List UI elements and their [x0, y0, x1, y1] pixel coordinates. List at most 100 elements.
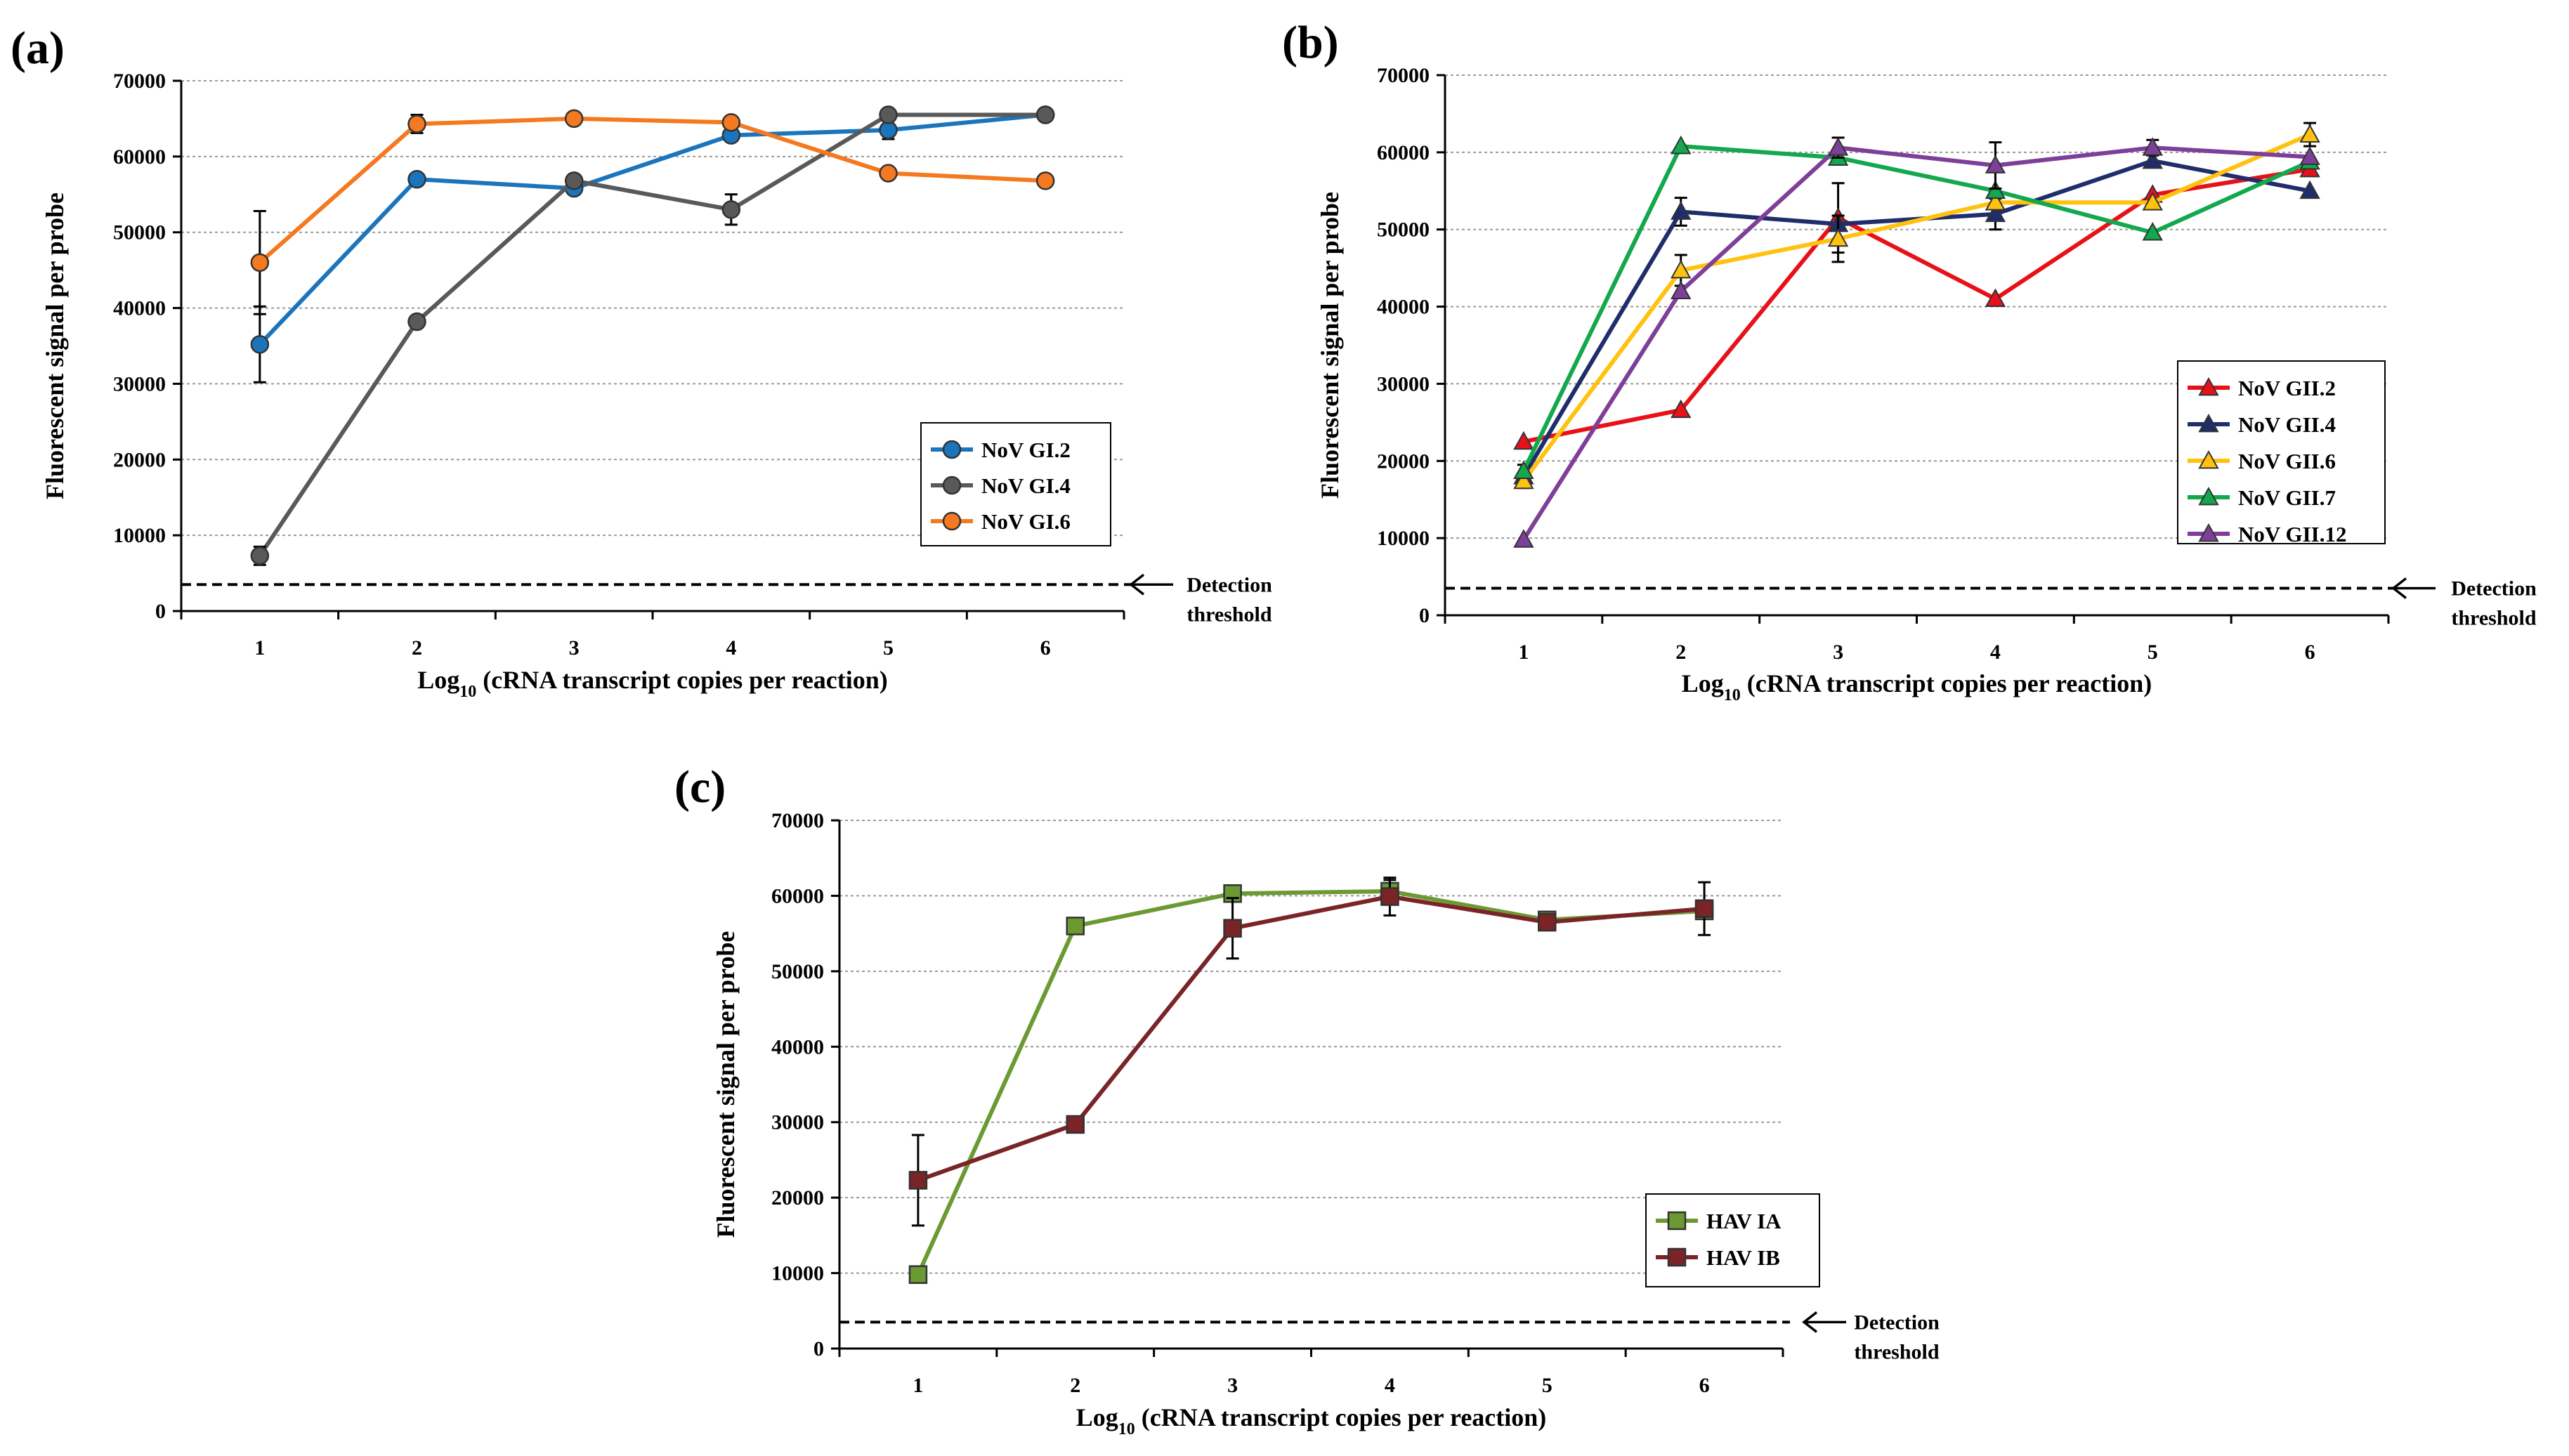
y-axis-title: Fluorescent signal per probe: [1316, 192, 1344, 499]
legend-swatch-marker: [942, 476, 962, 495]
data-point-marker: [1985, 155, 2006, 173]
legend-entry: NoV GII.12: [2188, 522, 2346, 546]
x-tick-label: 1: [913, 1374, 923, 1397]
x-axis-title-subscript: 10: [1724, 686, 1741, 704]
y-tick-label: 10000: [1377, 527, 1430, 550]
data-point-marker: [1985, 203, 2006, 223]
y-tick-label: 40000: [1377, 296, 1430, 319]
data-point-marker: [2299, 180, 2320, 199]
data-point-marker: [1827, 228, 1849, 247]
threshold-label-line-2: threshold: [1854, 1340, 1939, 1363]
legend-swatch-marker: [2198, 413, 2219, 433]
x-tick-label: 4: [1385, 1374, 1395, 1397]
legend-label: NoV GI.2: [981, 438, 1071, 462]
data-point-marker: [1985, 192, 2006, 211]
y-axis-title: Fluorescent signal per probe: [712, 931, 740, 1238]
legend-swatch-marker: [2198, 376, 2219, 396]
legend-swatch-marker: [942, 440, 962, 459]
threshold-label-line-2: threshold: [1187, 603, 1272, 626]
y-tick-label: 0: [813, 1337, 824, 1360]
x-tick-label: 6: [1699, 1374, 1710, 1397]
threshold-arrow-head: [1802, 1311, 1818, 1333]
x-tick-label: 2: [1675, 641, 1686, 664]
y-tick-label: 30000: [1377, 372, 1430, 395]
data-point-marker: [1513, 529, 1534, 548]
legend-label: NoV GII.2: [2238, 376, 2336, 400]
legend-swatch-marker: [942, 511, 962, 531]
series-nov-gi-4: [250, 105, 1055, 566]
data-point-marker: [1223, 919, 1242, 938]
data-point-marker: [721, 200, 741, 219]
data-point-marker: [2299, 124, 2320, 143]
legend-swatch-marker: [2198, 450, 2219, 469]
data-point-marker: [2142, 150, 2163, 169]
y-tick-label: 30000: [113, 372, 166, 395]
threshold-arrow-head: [2391, 577, 2407, 599]
x-tick-label: 5: [883, 636, 894, 660]
legend-swatch-marker: [2198, 486, 2219, 506]
data-point-marker: [1985, 180, 2006, 199]
data-point-marker: [1035, 105, 1055, 124]
threshold-label-line-1: Detection: [1854, 1311, 1940, 1334]
series-line: [917, 894, 1705, 1183]
y-tick-label: 10000: [113, 524, 166, 547]
series-nov-gii-12: [1513, 136, 2320, 548]
y-tick-label: 50000: [771, 960, 824, 983]
legend-box: [1645, 1193, 1820, 1287]
legend-label: HAV IA: [1706, 1209, 1782, 1233]
x-axis-title: Log10 (cRNA transcript copies per reacti…: [417, 666, 888, 701]
x-axis-title-rest: (cRNA transcript copies per reaction): [1741, 669, 2152, 697]
x-tick-label: 5: [1542, 1374, 1552, 1397]
data-point-marker: [407, 169, 426, 189]
legend-swatch-marker: [2198, 523, 2219, 542]
series-nov-gii-6: [1513, 122, 2320, 490]
data-point-marker: [1985, 288, 2006, 307]
data-point-marker: [1671, 280, 1692, 299]
data-point-marker: [879, 105, 898, 124]
y-tick-label: 40000: [113, 297, 166, 320]
legend-entry: NoV GI.6: [931, 509, 1071, 534]
series-line: [1522, 145, 2310, 541]
x-tick-label: 5: [2148, 641, 2158, 664]
x-axis-title: Log10 (cRNA transcript copies per reacti…: [1682, 669, 2152, 704]
x-tick-label: 3: [569, 636, 580, 660]
legend-entry: NoV GI.4: [931, 473, 1071, 498]
series-line: [258, 112, 1046, 557]
series-line: [258, 112, 1046, 346]
y-tick-label: 0: [155, 600, 166, 623]
x-tick-label: 2: [1070, 1374, 1080, 1397]
series-line: [1522, 144, 2311, 472]
legend: NoV GII.2 NoV GII.4 NoV GII.6 NoV GII.7 NoV …: [2177, 360, 2386, 546]
x-tick-label: 2: [412, 636, 422, 660]
data-point-marker: [721, 113, 741, 132]
data-point-marker: [879, 164, 898, 183]
data-point-marker: [407, 312, 426, 332]
y-tick-label: 50000: [113, 221, 166, 244]
x-axis-title-subscript: 10: [1118, 1420, 1135, 1438]
y-tick-label: 70000: [113, 70, 166, 93]
legend-swatch-marker: [1667, 1247, 1687, 1267]
data-point-marker: [1380, 887, 1399, 906]
y-tick-label: 0: [1419, 604, 1430, 627]
x-axis-title-rest: (cRNA transcript copies per reaction): [1135, 1403, 1547, 1431]
y-tick-label: 60000: [771, 884, 824, 907]
data-point-marker: [908, 1265, 928, 1284]
y-tick-label: 70000: [1377, 64, 1430, 87]
panel-label: (b): [1282, 17, 1339, 68]
threshold-label-line-2: threshold: [2451, 607, 2536, 630]
x-tick-label: 3: [1227, 1374, 1238, 1397]
data-point-marker: [250, 253, 270, 273]
legend-entry: NoV GI.2: [931, 438, 1071, 462]
x-axis-title-main: Log: [1076, 1403, 1118, 1431]
y-tick-label: 20000: [1377, 450, 1430, 473]
data-point-marker: [1671, 201, 1692, 220]
y-tick-label: 60000: [113, 145, 166, 169]
legend-label: NoV GI.6: [981, 509, 1071, 534]
x-tick-label: 6: [1040, 636, 1051, 660]
x-axis-title-subscript: 10: [459, 683, 476, 701]
data-point-marker: [1538, 912, 1557, 932]
data-point-marker: [2142, 137, 2163, 156]
threshold-arrow-icon: [2391, 577, 2436, 599]
threshold-arrow-icon: [1802, 1311, 1846, 1333]
legend-entry: HAV IB: [1656, 1245, 1780, 1270]
